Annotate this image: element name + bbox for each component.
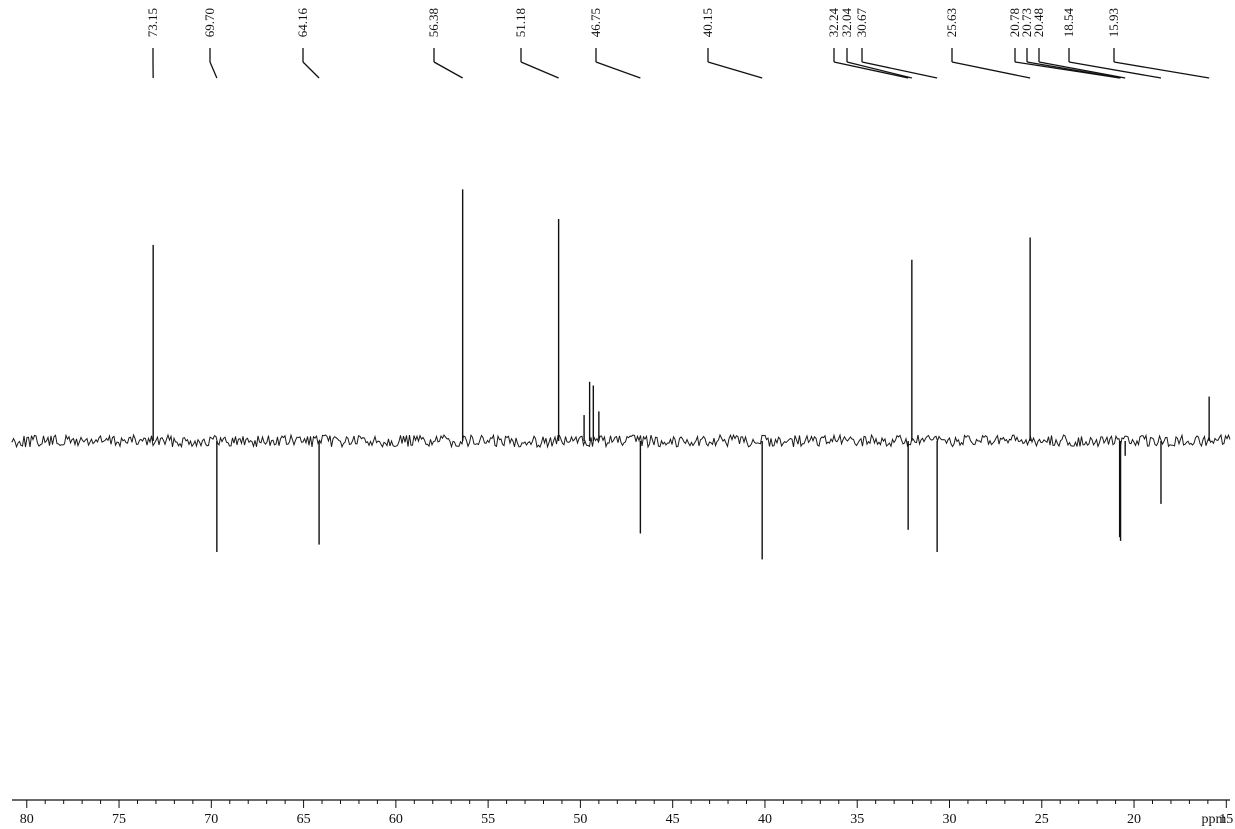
x-tick-label-0: 80 [20,812,34,827]
x-tick-label-2: 70 [204,812,218,827]
peak-connector-layer [152,48,1210,79]
peak-label-connector-6 [707,61,763,79]
peak-label-connector-10 [951,61,1031,79]
peak-label-15: 15.93 [1106,8,1121,37]
peak-label-12: 20.73 [1019,8,1034,37]
peak-label-connector-14 [1068,61,1162,79]
x-axis-tick-labels: 80 75 70 65 60 55 50 45 40 35 30 25 20 15 [20,812,1234,827]
x-tick-label-12: 20 [1127,812,1141,827]
peak-label-layer: 73.15 69.70 64.16 56.38 51.18 46.75 40.15 32.24… [145,8,1121,38]
peak-label-connector-5 [595,61,641,79]
peak-layer [152,189,1210,560]
x-tick-label-7: 45 [666,812,680,827]
peak-label-connector-4 [520,61,559,79]
peak-label-connector-9 [861,61,938,79]
peak-label-2: 64.16 [295,8,310,38]
peak-label-4: 51.18 [513,8,528,37]
peak-label-0: 73.15 [145,8,160,37]
peak-label-11: 20.78 [1007,8,1022,37]
x-tick-label-6: 50 [573,812,587,827]
peak-label-1: 69.70 [202,8,217,37]
x-tick-label-13: 15 [1219,812,1233,827]
peak-label-3: 56.38 [426,8,441,37]
x-tick-label-4: 60 [389,812,403,827]
peak-label-10: 25.63 [944,8,959,37]
peak-label-connector-2 [302,61,320,79]
peak-label-6: 40.15 [700,8,715,37]
peak-label-connector-7 [833,61,909,79]
peak-label-connector-12 [1026,61,1121,79]
x-tick-label-1: 75 [112,812,126,827]
x-axis-unit-label: ppm [1202,812,1227,827]
x-tick-label-5: 55 [481,812,495,827]
peak-label-8: 32.04 [839,8,854,38]
peak-label-13: 20.48 [1031,8,1046,37]
peak-label-7: 32.24 [826,8,841,38]
peak-label-connector-13 [1038,61,1126,79]
x-tick-label-3: 65 [297,812,311,827]
peak-label-9: 30.67 [854,8,869,38]
x-tick-label-8: 40 [758,812,772,827]
peak-label-14: 18.54 [1061,8,1076,38]
x-tick-label-9: 35 [850,812,864,827]
peak-label-connector-8 [846,61,912,79]
peak-label-5: 46.75 [588,8,603,37]
peak-label-connector-3 [433,61,463,79]
x-axis-ticks [26,800,1227,808]
peak-label-connector-1 [209,61,218,79]
x-tick-label-10: 30 [942,812,956,827]
x-tick-label-11: 25 [1035,812,1049,827]
spectrum-trace [11,433,1231,449]
peak-label-connector-15 [1113,61,1210,79]
